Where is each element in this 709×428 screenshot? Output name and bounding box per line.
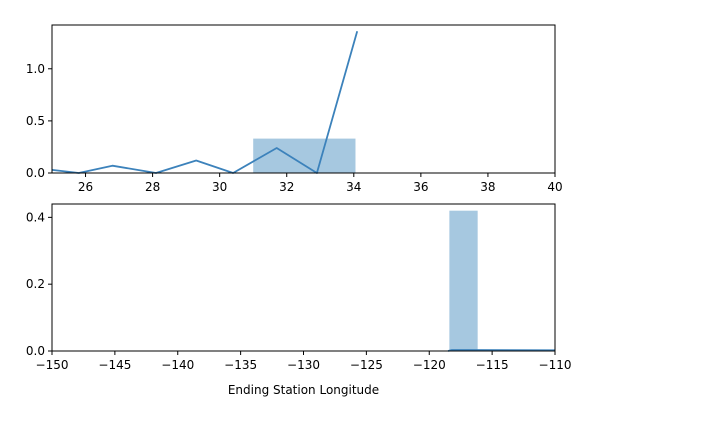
histogram-bar bbox=[253, 138, 356, 173]
y-tick-label: 0.0 bbox=[26, 166, 45, 180]
x-tick-label: −110 bbox=[539, 358, 572, 372]
x-tick-label: 28 bbox=[145, 180, 160, 194]
histogram-bar bbox=[449, 210, 478, 351]
y-tick-label: 0.0 bbox=[26, 344, 45, 358]
x-tick-label: −120 bbox=[413, 358, 446, 372]
x-tick-label: −115 bbox=[476, 358, 509, 372]
x-tick-label: 36 bbox=[413, 180, 428, 194]
y-tick-label: 0.4 bbox=[26, 210, 45, 224]
x-tick-label: −140 bbox=[161, 358, 194, 372]
x-axis-label: Ending Station Longitude bbox=[228, 383, 379, 397]
x-tick-label: 40 bbox=[547, 180, 562, 194]
y-tick-label: 0.5 bbox=[26, 114, 45, 128]
y-tick-label: 0.2 bbox=[26, 277, 45, 291]
chart-panel-1: 26 28 30 32 34 36 38 40 0.0 0.5 1.0 bbox=[26, 24, 563, 194]
x-tick-label: −145 bbox=[98, 358, 131, 372]
x-tick-label: −150 bbox=[36, 358, 69, 372]
x-tick-label: 30 bbox=[212, 180, 227, 194]
chart-panel-2: −150 −145 −140 −135 −130 −125 −120 −115 −110 0.0 0… bbox=[26, 203, 572, 397]
x-tick-label: 34 bbox=[346, 180, 361, 194]
axes-frame bbox=[51, 203, 556, 352]
x-tick-label: 38 bbox=[480, 180, 495, 194]
y-tick-label: 1.0 bbox=[26, 62, 45, 76]
x-tick-label: −125 bbox=[350, 358, 383, 372]
x-tick-label: 32 bbox=[279, 180, 294, 194]
density-line bbox=[51, 31, 359, 174]
x-tick-label: 26 bbox=[78, 180, 93, 194]
axes-frame bbox=[51, 24, 556, 174]
x-tick-label: −135 bbox=[224, 358, 257, 372]
x-tick-label: −130 bbox=[287, 358, 320, 372]
